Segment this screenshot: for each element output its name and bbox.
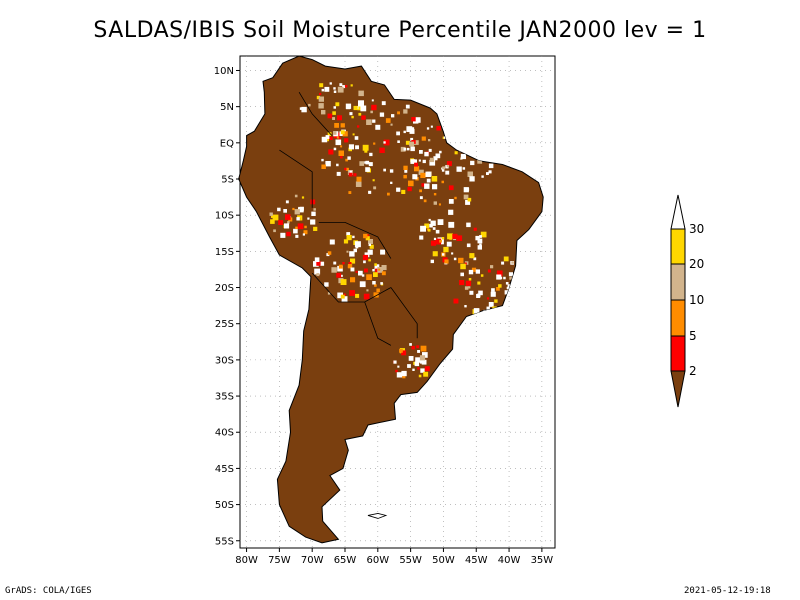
lat-tick-label: 10S <box>215 211 234 222</box>
country-border <box>318 221 392 259</box>
country-border <box>364 301 392 346</box>
colorbar-band <box>670 263 686 301</box>
footer-timestamp: 2021-05-12-19:18 <box>684 586 771 596</box>
colorbar-label: 20 <box>689 257 704 271</box>
lat-tick-label: 5S <box>221 175 234 186</box>
lat-tick-label: 50S <box>215 500 234 511</box>
plot-frame <box>239 55 556 549</box>
lat-tick-label: 25S <box>215 319 234 330</box>
continent-outline <box>238 55 544 544</box>
map-title: SALDAS/IBIS Soil Moisture Percentile JAN… <box>93 18 707 43</box>
lat-tick-label: 45S <box>215 464 234 475</box>
colorbar: 30 20 10 5 2 <box>670 194 704 408</box>
colorbar-label: 30 <box>689 222 704 236</box>
country-border <box>298 91 333 136</box>
colorbar-bottom-triangle <box>670 370 686 408</box>
lon-tick-label: 35W <box>531 555 554 566</box>
footer-credit: GrADS: COLA/IGES <box>5 586 92 596</box>
lon-tick-label: 70W <box>301 555 324 566</box>
country-border <box>390 287 418 339</box>
lon-tick-label: 65W <box>334 555 357 566</box>
lat-tick-label: 20S <box>215 283 234 294</box>
colorbar-top-triangle <box>670 194 686 230</box>
lon-tick-label: 75W <box>268 555 291 566</box>
lat-tick-label: 15S <box>215 247 234 258</box>
lat-tick-label: 35S <box>215 392 234 403</box>
lon-tick-label: 55W <box>399 555 422 566</box>
lon-tick-label: 40W <box>498 555 521 566</box>
lat-tick-label: EQ <box>220 138 234 149</box>
lat-tick-label: 10N <box>214 66 234 77</box>
colorbar-label: 10 <box>689 293 704 307</box>
colorbar-band <box>670 299 686 337</box>
lat-tick-label: 5N <box>220 102 234 113</box>
colorbar-band <box>670 335 686 372</box>
lat-tick-label: 30S <box>215 355 234 366</box>
south-america-landmass <box>238 55 544 544</box>
lon-tick-label: 80W <box>235 555 258 566</box>
lon-tick-label: 60W <box>367 555 390 566</box>
country-border <box>279 149 313 208</box>
colorbar-band <box>670 228 686 265</box>
country-border <box>311 272 392 303</box>
falkland-islands <box>367 513 388 519</box>
axis-ticks: 10N 5N EQ 5S 10S 15S 20S 25S 30S 35S 40S 45S 50S 55S8… <box>214 66 554 566</box>
colorbar-label: 2 <box>689 364 697 378</box>
lon-tick-label: 50W <box>432 555 455 566</box>
colorbar-label: 5 <box>689 329 697 343</box>
lon-tick-label: 45W <box>465 555 488 566</box>
lat-tick-label: 40S <box>215 428 234 439</box>
lat-tick-label: 55S <box>215 536 234 547</box>
